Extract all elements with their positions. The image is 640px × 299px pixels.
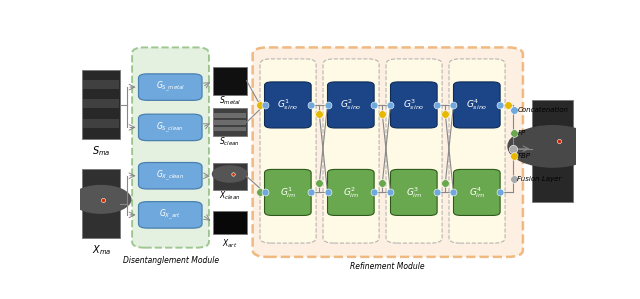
FancyBboxPatch shape	[328, 170, 374, 216]
Text: $X_{art}$: $X_{art}$	[222, 237, 237, 250]
Bar	[213, 109, 246, 136]
Text: Disentanglement Module: Disentanglement Module	[123, 256, 219, 265]
Bar	[213, 67, 246, 94]
Text: $S_{metal}$: $S_{metal}$	[219, 94, 241, 107]
FancyBboxPatch shape	[132, 48, 209, 248]
Bar	[214, 127, 246, 132]
Bar	[83, 99, 118, 109]
FancyBboxPatch shape	[138, 163, 202, 189]
FancyBboxPatch shape	[390, 82, 437, 128]
FancyBboxPatch shape	[264, 82, 311, 128]
Text: $G^1_{im}$: $G^1_{im}$	[280, 185, 296, 200]
Text: $G^3_{sino}$: $G^3_{sino}$	[403, 97, 424, 112]
Text: $X_{clean}$: $X_{clean}$	[219, 190, 241, 202]
Text: $G^2_{sino}$: $G^2_{sino}$	[340, 97, 362, 112]
Bar	[214, 113, 246, 118]
Text: Concatenation: Concatenation	[518, 106, 568, 112]
Bar	[83, 70, 120, 139]
Text: $G^4_{im}$: $G^4_{im}$	[468, 185, 485, 200]
Text: FP: FP	[518, 129, 525, 135]
Circle shape	[212, 166, 247, 182]
Text: $G_{X\_art}$: $G_{X\_art}$	[159, 208, 181, 222]
FancyBboxPatch shape	[260, 59, 316, 243]
FancyBboxPatch shape	[386, 59, 442, 243]
Bar	[214, 120, 246, 124]
FancyBboxPatch shape	[390, 170, 437, 216]
FancyBboxPatch shape	[323, 59, 379, 243]
FancyBboxPatch shape	[138, 74, 202, 100]
FancyBboxPatch shape	[138, 202, 202, 228]
Text: $X_{ma}$: $X_{ma}$	[92, 243, 111, 257]
Text: $G_{S\_metal}$: $G_{S\_metal}$	[156, 80, 185, 94]
FancyBboxPatch shape	[454, 82, 500, 128]
FancyBboxPatch shape	[138, 114, 202, 141]
Bar	[532, 100, 573, 202]
Circle shape	[508, 126, 597, 167]
Text: $G^2_{im}$: $G^2_{im}$	[342, 185, 359, 200]
Circle shape	[71, 185, 131, 213]
Text: Fusion Layer: Fusion Layer	[518, 176, 562, 181]
Text: $S_{clean}$: $S_{clean}$	[220, 135, 240, 148]
Text: $G^1_{sino}$: $G^1_{sino}$	[277, 97, 299, 112]
Text: $G_{X\_clean}$: $G_{X\_clean}$	[156, 169, 184, 183]
Text: $G^3_{im}$: $G^3_{im}$	[406, 185, 422, 200]
Text: Refinement Module: Refinement Module	[350, 262, 425, 271]
FancyBboxPatch shape	[454, 170, 500, 216]
Bar	[213, 163, 246, 190]
Text: $G_{S\_clean}$: $G_{S\_clean}$	[156, 120, 184, 135]
Text: $G^4_{sino}$: $G^4_{sino}$	[466, 97, 488, 112]
FancyBboxPatch shape	[449, 59, 505, 243]
Bar	[83, 80, 118, 89]
Text: FBP: FBP	[518, 152, 531, 158]
FancyBboxPatch shape	[328, 82, 374, 128]
Bar	[83, 119, 118, 128]
FancyBboxPatch shape	[264, 170, 311, 216]
FancyBboxPatch shape	[253, 47, 523, 257]
Bar	[213, 211, 246, 234]
Bar	[83, 170, 120, 239]
Text: $S_{ma}$: $S_{ma}$	[92, 144, 111, 158]
